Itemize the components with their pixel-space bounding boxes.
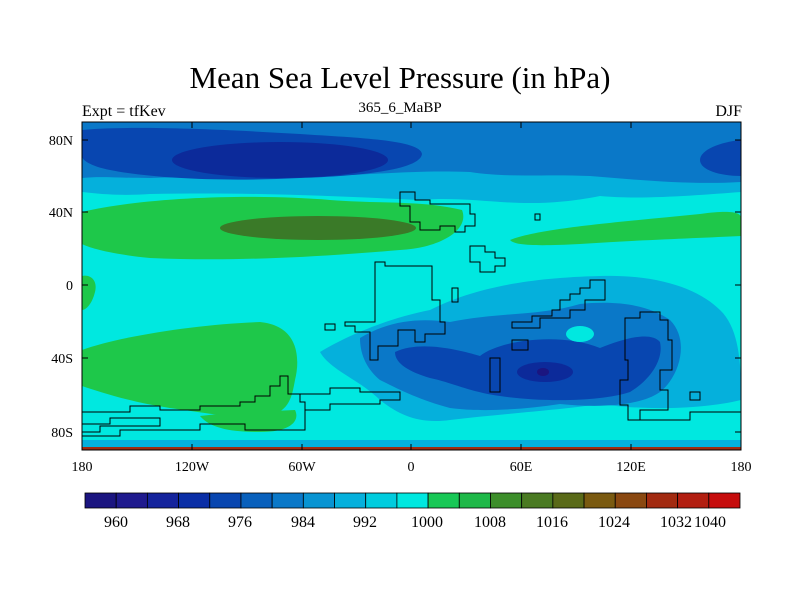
coastline-outlines — [82, 191, 741, 437]
colorbar — [84, 492, 741, 509]
colorbar-swatch — [209, 492, 242, 509]
colorbar-swatch — [302, 492, 335, 509]
y-tick-label: 80N — [49, 134, 73, 149]
colorbar-label: 1040 — [694, 514, 726, 531]
colorbar-label: 968 — [166, 514, 190, 531]
contour-fill — [82, 122, 741, 450]
x-tick-label: 180 — [731, 460, 752, 475]
colorbar-swatch — [614, 492, 647, 509]
colorbar-label: 1008 — [474, 514, 506, 531]
colorbar-swatch — [646, 492, 679, 509]
y-tick-label: 40S — [51, 352, 73, 367]
colorbar-label: 1016 — [536, 514, 568, 531]
colorbar-swatch — [427, 492, 460, 509]
colorbar-swatch — [365, 492, 398, 509]
colorbar-swatch — [458, 492, 491, 509]
axis-ticks — [82, 122, 741, 450]
colorbar-label: 960 — [104, 514, 128, 531]
colorbar-swatch — [115, 492, 148, 509]
colorbar-swatch — [490, 492, 523, 509]
colorbar-label: 1000 — [411, 514, 443, 531]
colorbar-swatch — [84, 492, 117, 509]
colorbar-swatch — [178, 492, 211, 509]
colorbar-swatch — [240, 492, 273, 509]
x-tick-label: 180 — [72, 460, 93, 475]
y-tick-label: 40N — [49, 206, 73, 221]
colorbar-swatch — [146, 492, 179, 509]
colorbar-swatch — [583, 492, 616, 509]
x-tick-label: 120E — [616, 460, 646, 475]
map-subtitle: 365_6_MaBP — [358, 100, 442, 116]
y-tick-label: 80S — [51, 426, 73, 441]
colorbar-swatch — [396, 492, 429, 509]
colorbar-labels: 960 968 976 984 992 1000 1008 1016 1024 … — [104, 514, 726, 531]
colorbar-swatch — [271, 492, 304, 509]
y-tick-label: 0 — [66, 279, 73, 294]
x-tick-label: 120W — [175, 460, 210, 475]
colorbar-swatch — [708, 492, 741, 509]
map-title: Mean Sea Level Pressure (in hPa) — [189, 60, 611, 95]
colorbar-swatch — [521, 492, 554, 509]
colorbar-label: 1024 — [598, 514, 630, 531]
x-tick-label: 60W — [288, 460, 316, 475]
colorbar-label: 992 — [353, 514, 377, 531]
colorbar-label: 1032 — [660, 514, 692, 531]
x-tick-label: 0 — [408, 460, 415, 475]
experiment-label: Expt = tfKev — [82, 103, 166, 120]
colorbar-label: 976 — [228, 514, 252, 531]
x-tick-label: 60E — [510, 460, 533, 475]
colorbar-swatch — [552, 492, 585, 509]
colorbar-swatch — [677, 492, 710, 509]
season-label: DJF — [715, 103, 742, 120]
colorbar-label: 984 — [291, 514, 315, 531]
colorbar-swatch — [334, 492, 367, 509]
